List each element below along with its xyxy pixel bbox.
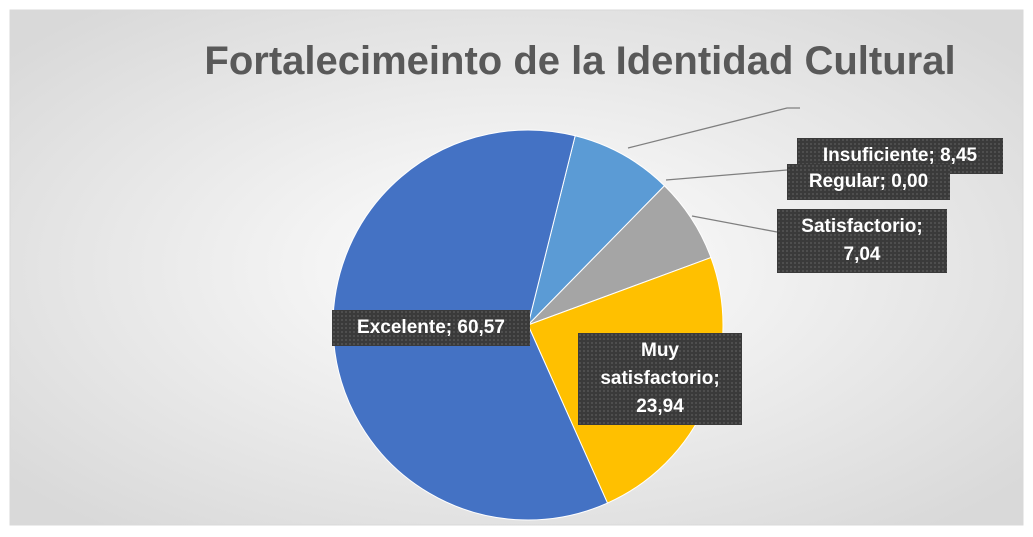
data-label: Muy satisfactorio; 23,94 bbox=[578, 333, 742, 425]
label-value: 7,04 bbox=[843, 244, 881, 265]
label-separator: ; bbox=[713, 368, 725, 389]
pie-slice bbox=[527, 135, 666, 327]
chart-title: Fortalecimeinto de la Identidad Cultural bbox=[204, 39, 955, 83]
leader-line bbox=[691, 215, 778, 233]
label-separator: ; bbox=[928, 145, 941, 166]
label-category: Insuficiente bbox=[822, 145, 929, 166]
label-value: 23,94 bbox=[636, 396, 684, 417]
data-label: Satisfactorio; 7,04 bbox=[777, 209, 947, 273]
data-label: Excelente; 60,57 bbox=[332, 310, 530, 346]
label-value: 60,57 bbox=[457, 317, 505, 338]
label-category: Satisfactorio bbox=[801, 216, 917, 237]
label-category: Regular bbox=[808, 171, 880, 192]
label-value: 0,00 bbox=[891, 171, 929, 192]
label-category: Excelente bbox=[357, 317, 446, 338]
label-separator: ; bbox=[879, 171, 892, 192]
data-label: Regular; 0,00 bbox=[787, 164, 950, 200]
label-separator: ; bbox=[916, 216, 928, 237]
label-category: Muy satisfactorio bbox=[600, 340, 714, 389]
leader-line bbox=[665, 169, 788, 181]
label-separator: ; bbox=[445, 317, 458, 338]
leader-line bbox=[627, 107, 800, 149]
label-value: 8,45 bbox=[940, 145, 978, 166]
